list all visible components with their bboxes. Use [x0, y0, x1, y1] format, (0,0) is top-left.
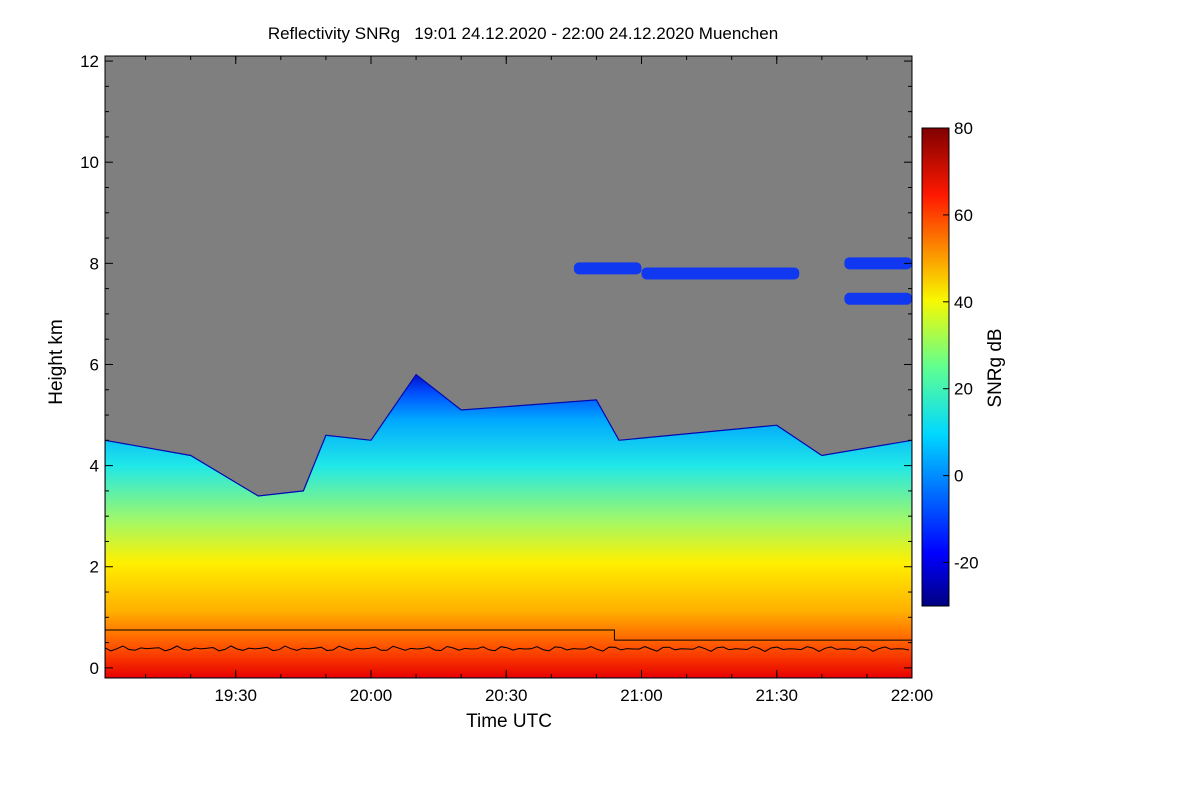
y-tick-label: 4: [90, 457, 99, 476]
colorbar: [921, 127, 950, 607]
overlay-line-lower: [105, 645, 910, 652]
y-axis: 0 2 4 6 8 10 12: [80, 52, 912, 678]
x-tick-label: 20:00: [350, 686, 393, 705]
plot-area: [105, 56, 912, 678]
overlay-lines: [105, 629, 912, 652]
x-axis: 19:30 20:00 20:30 21:00 21:30 22:00: [145, 56, 934, 705]
x-tick-label: 21:00: [620, 686, 663, 705]
upper-cloud-layer: [844, 257, 912, 270]
colorbar-tick-label: 80: [954, 119, 973, 138]
x-tick-label: 19:30: [214, 686, 257, 705]
y-tick-label: 6: [90, 355, 99, 374]
cloud-echo-region: [105, 373, 912, 678]
x-tick-label: 21:30: [755, 686, 798, 705]
x-tick-label: 20:30: [485, 686, 528, 705]
y-tick-label: 0: [90, 659, 99, 678]
y-tick-label: 2: [90, 558, 99, 577]
y-tick-label: 10: [80, 153, 99, 172]
y-tick-label: 12: [80, 52, 99, 71]
colorbar-ticks: -20 0 20 40 60 80: [943, 119, 979, 573]
colorbar-tick-label: 60: [954, 206, 973, 225]
plot-frame: [104, 55, 913, 679]
x-axis-label: Time UTC: [466, 711, 552, 732]
y-axis-label: Height km: [46, 319, 67, 405]
chart-title: Reflectivity SNRg 19:01 24.12.2020 - 22:…: [268, 24, 778, 43]
colorbar-tick-label: 0: [954, 467, 963, 486]
colorbar-tick-label: 20: [954, 380, 973, 399]
upper-cloud-layers: [573, 257, 912, 305]
upper-cloud-layer: [844, 292, 912, 305]
colorbar-tick-label: 40: [954, 293, 973, 312]
upper-cloud-layer: [641, 267, 800, 280]
overlay-line-upper: [105, 629, 912, 641]
upper-cloud-layer: [573, 262, 642, 275]
y-tick-label: 8: [90, 254, 99, 273]
colorbar-tick-label: -20: [954, 554, 979, 573]
colorbar-label: SNRg dB: [985, 328, 1006, 407]
x-tick-label: 22:00: [891, 686, 934, 705]
